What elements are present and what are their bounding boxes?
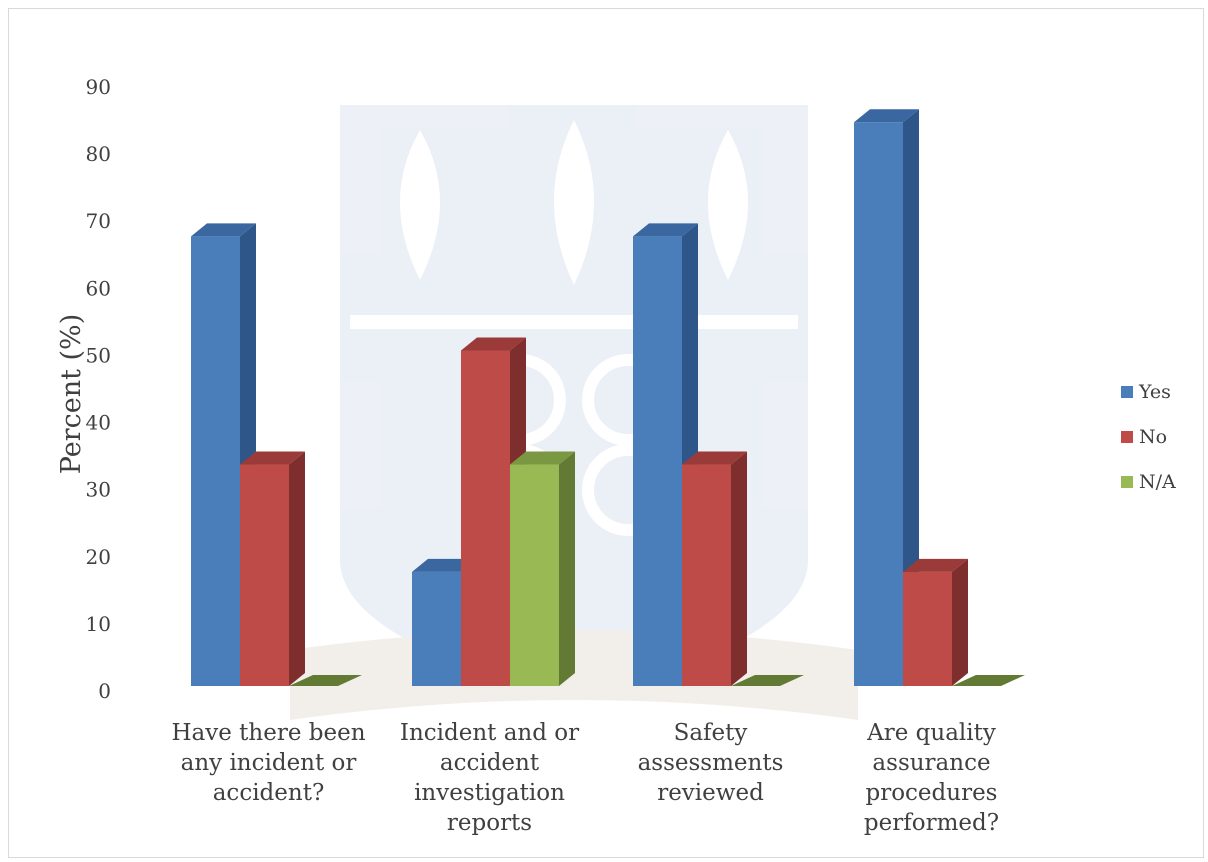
y-tick-label: 10 xyxy=(86,612,111,636)
x-category-label: assessments xyxy=(638,750,784,776)
legend-swatch xyxy=(1121,476,1133,488)
x-category-label: Safety xyxy=(674,720,748,746)
bar-front xyxy=(412,571,461,686)
x-category-label: assurance xyxy=(872,750,990,776)
bar-top xyxy=(412,558,477,572)
x-category-label: Incident and or xyxy=(400,720,579,746)
bar-top xyxy=(952,675,1025,686)
bar-side xyxy=(289,451,305,686)
x-category-label: performed? xyxy=(864,810,999,836)
x-category-label: any incident or xyxy=(181,750,357,776)
y-tick-label: 70 xyxy=(86,209,111,233)
y-tick-label: 90 xyxy=(86,75,111,99)
x-category-label: accident xyxy=(440,750,540,776)
x-category-label: reports xyxy=(447,810,532,836)
bar xyxy=(731,675,804,686)
legend-label: Yes xyxy=(1138,381,1171,403)
x-axis-categories: Have there been any incident or accident? I… xyxy=(171,720,999,836)
y-tick-label: 80 xyxy=(86,142,111,166)
bar xyxy=(289,675,362,686)
bar-front xyxy=(240,464,289,686)
y-tick-label: 30 xyxy=(86,478,111,502)
bar-side xyxy=(952,558,968,686)
bar-front xyxy=(682,464,731,686)
x-category-label: procedures xyxy=(865,780,997,806)
x-category-label: reviewed xyxy=(657,780,764,806)
x-category-label: Are quality xyxy=(866,720,996,746)
bar xyxy=(952,675,1025,686)
y-tick-label: 20 xyxy=(86,545,111,569)
bar-front xyxy=(854,122,903,687)
legend-swatch xyxy=(1121,386,1133,398)
y-axis: 0 10 20 30 40 50 60 70 80 90 xyxy=(86,75,111,703)
bar-top xyxy=(240,451,305,465)
bar-top xyxy=(731,675,804,686)
bar xyxy=(510,451,575,686)
y-tick-label: 0 xyxy=(98,679,111,703)
y-tick-label: 60 xyxy=(86,276,111,300)
bar-side xyxy=(731,451,747,686)
legend-label: N/A xyxy=(1139,471,1176,493)
bar-front xyxy=(633,236,682,686)
x-category-label: accident? xyxy=(213,780,325,806)
bar-top xyxy=(289,675,362,686)
legend-label: No xyxy=(1139,426,1167,448)
bar-top xyxy=(191,223,256,237)
bars xyxy=(191,109,1025,687)
y-axis-title: Percent (%) xyxy=(56,314,87,474)
legend-swatch xyxy=(1121,431,1133,443)
x-category-label: investigation xyxy=(414,780,565,806)
bar xyxy=(854,109,919,687)
bar-front xyxy=(191,236,240,686)
bar-front xyxy=(510,464,559,686)
bar-top xyxy=(461,337,526,351)
y-tick-label: 40 xyxy=(86,411,111,435)
bar xyxy=(682,451,747,686)
y-tick-label: 50 xyxy=(86,343,111,367)
bar-side xyxy=(903,109,919,687)
bar-top xyxy=(903,558,968,572)
bar-top xyxy=(633,223,698,237)
bar-side xyxy=(559,451,575,686)
bar-top xyxy=(682,451,747,465)
bar-top xyxy=(854,109,919,123)
bar xyxy=(903,558,968,686)
legend: Yes No N/A xyxy=(1121,381,1176,493)
bar-top xyxy=(510,451,575,465)
bar-front xyxy=(903,571,952,686)
bar xyxy=(240,451,305,686)
x-category-label: Have there been xyxy=(171,720,365,746)
bar-front xyxy=(461,350,510,686)
